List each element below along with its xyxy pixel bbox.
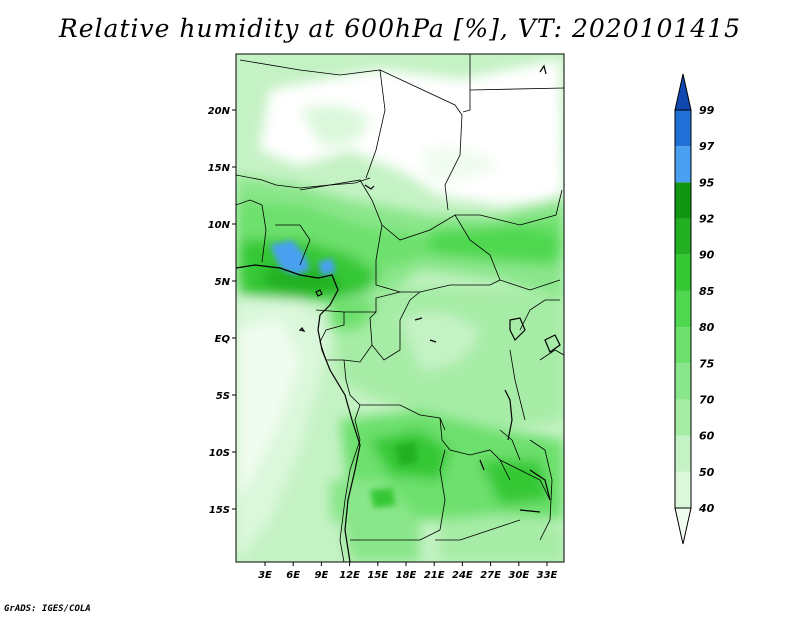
longitude-axis: 3E 6E 9E 12E 15E 18E 21E 24E 27E 30E 33E bbox=[258, 562, 558, 581]
colorbar-segment bbox=[675, 435, 691, 472]
lat-label: 15S bbox=[209, 505, 230, 516]
colorbar-segment bbox=[675, 218, 691, 255]
colorbar-label: 70 bbox=[699, 393, 715, 406]
colorbar-segment bbox=[675, 254, 691, 291]
colorbar-label: 92 bbox=[699, 213, 715, 226]
lon-label: 18E bbox=[396, 570, 417, 581]
colorbar-label: 97 bbox=[699, 140, 715, 153]
map-title: Relative humidity at 600hPa [%], VT: 202… bbox=[58, 14, 742, 43]
lat-label: 20N bbox=[208, 106, 231, 117]
colorbar-label: 75 bbox=[699, 357, 715, 370]
colorbar-label: 80 bbox=[699, 321, 715, 334]
credit-text: GrADS: IGES/COLA bbox=[4, 604, 91, 614]
colorbar-label: 50 bbox=[699, 466, 715, 479]
colorbar-segment bbox=[675, 399, 691, 436]
colorbar-label: 90 bbox=[699, 249, 715, 262]
lat-label: 5S bbox=[216, 391, 230, 402]
colorbar-segment bbox=[675, 363, 691, 400]
colorbar-segment bbox=[675, 290, 691, 328]
lon-label: 21E bbox=[424, 570, 445, 581]
colorbar-label: 95 bbox=[699, 176, 715, 189]
lon-label: 15E bbox=[367, 570, 388, 581]
colorbar-label: 40 bbox=[698, 502, 715, 515]
lat-label: 10N bbox=[208, 220, 231, 231]
colorbar-label: 85 bbox=[699, 285, 715, 298]
humidity-field bbox=[236, 54, 564, 562]
lon-label: 33E bbox=[537, 570, 558, 581]
colorbar-segment bbox=[675, 146, 691, 183]
lon-label: 12E bbox=[339, 570, 360, 581]
colorbar-label: 60 bbox=[699, 430, 715, 443]
colorbar-segment bbox=[675, 327, 691, 364]
lon-label: 24E bbox=[452, 570, 473, 581]
colorbar-legend: 40 50 60 70 75 80 85 90 92 95 97 99 bbox=[674, 73, 715, 545]
lon-label: 27E bbox=[480, 570, 501, 581]
lat-label: 5N bbox=[215, 277, 231, 288]
lat-label: 10S bbox=[209, 448, 230, 459]
lon-label: 30E bbox=[508, 570, 529, 581]
coastlines bbox=[236, 64, 561, 562]
colorbar-min-arrow bbox=[674, 507, 692, 545]
latitude-axis: 20N 15N 10N 5N EQ 5S 10S 15S bbox=[208, 106, 236, 516]
lat-label: EQ bbox=[215, 334, 231, 345]
colorbar-segment bbox=[675, 471, 691, 508]
colorbar-max-arrow bbox=[674, 73, 692, 111]
lon-label: 6E bbox=[286, 570, 300, 581]
lat-label: 15N bbox=[208, 163, 231, 174]
lon-label: 3E bbox=[258, 570, 272, 581]
country-borders bbox=[236, 54, 564, 562]
lon-label: 9E bbox=[315, 570, 329, 581]
colorbar-label: 99 bbox=[699, 104, 715, 117]
colorbar-segment bbox=[675, 182, 691, 219]
colorbar-segment bbox=[675, 110, 691, 147]
map-frame bbox=[235, 53, 565, 563]
